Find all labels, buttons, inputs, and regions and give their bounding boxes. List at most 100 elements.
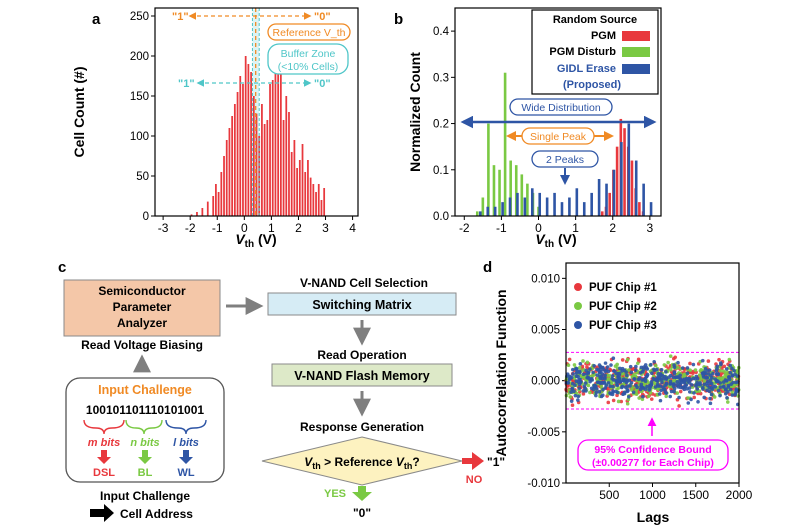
b-bar-gidl — [575, 188, 579, 216]
d-point-chip3 — [582, 384, 587, 389]
d-bound-label: 95% Confidence Bound — [594, 444, 711, 456]
d-point-chip3 — [735, 374, 740, 378]
a-bar — [242, 84, 244, 216]
d-point-chip3 — [569, 399, 574, 403]
a-bar — [236, 92, 239, 216]
b-bar-gidl — [649, 202, 653, 216]
flash-memory-box — [271, 363, 453, 387]
d-point-chip3 — [711, 384, 715, 388]
read-operation-label: Read Operation — [317, 348, 406, 362]
d-point-chip3 — [648, 384, 653, 388]
a-buffer-label: Buffer Zone — [281, 48, 336, 60]
decision-label: Vth > Reference Vth? — [304, 455, 419, 471]
analyzer-line2: Parameter — [113, 300, 172, 314]
d-point-chip3 — [695, 387, 700, 391]
d-point-chip3 — [663, 387, 667, 392]
b-bar-gidl — [516, 192, 519, 216]
d-point-chip3 — [645, 384, 649, 389]
a-bar — [285, 96, 288, 216]
b-bar-pgm_disturb — [526, 183, 529, 216]
d-point-chip3 — [718, 381, 723, 385]
d-point-chip3 — [714, 379, 719, 384]
d-point-chip3 — [694, 374, 699, 379]
analyzer-line3: Analyzer — [117, 316, 167, 330]
a-bar — [282, 120, 285, 216]
d-point-chip1 — [717, 357, 721, 362]
d-point-chip2 — [585, 360, 590, 365]
d-point-chip3 — [728, 363, 733, 368]
d-point-chip3 — [696, 399, 700, 404]
d-point-chip3 — [589, 386, 594, 391]
b-xtick-label: 3 — [647, 221, 654, 235]
d-point-chip3 — [728, 387, 733, 392]
d-point-chip3 — [569, 390, 573, 394]
d-point-chip1 — [727, 392, 732, 397]
d-point-chip3 — [603, 376, 607, 381]
d-point-chip3 — [625, 373, 629, 378]
b-bar-pgm — [600, 211, 604, 216]
b-legend: Random Source PGM PGM Disturb GIDL Erase… — [531, 9, 659, 95]
d-xtick-label: 500 — [599, 488, 619, 502]
a-bar — [215, 184, 217, 216]
d-point-chip2 — [735, 369, 739, 373]
d-point-chip3 — [574, 379, 579, 384]
a-bar — [296, 168, 298, 216]
d-point-chip3 — [727, 374, 731, 379]
a-buffer-detail: (<10% Cells) — [278, 61, 338, 73]
d-point-chip3 — [647, 388, 652, 392]
d-point-chip3 — [705, 383, 710, 388]
d-point-chip2 — [664, 394, 669, 399]
d-point-chip3 — [621, 392, 625, 397]
d-point-chip3 — [709, 381, 714, 386]
d-point-chip3 — [618, 380, 623, 384]
b-single-badge — [521, 127, 595, 145]
n-bits-brace — [125, 419, 163, 435]
d-point-chip2 — [636, 361, 640, 366]
d-point-chip3 — [716, 388, 721, 393]
d-point-chip3 — [658, 376, 662, 381]
d-point-chip3 — [573, 383, 577, 388]
a-bar — [244, 56, 247, 216]
d-point-chip3 — [625, 387, 629, 392]
a-label-top-0: "0" — [314, 11, 331, 23]
d-point-chip3 — [611, 389, 615, 393]
d-point-chip3 — [708, 396, 712, 401]
d-point-chip3 — [638, 370, 643, 375]
d-point-chip2 — [693, 368, 698, 372]
a-bar — [261, 104, 263, 216]
b-bar-pgm_disturb — [487, 123, 490, 216]
d-point-chip1 — [649, 397, 654, 401]
d-point-chip3 — [622, 368, 627, 372]
d-point-chip2 — [568, 395, 573, 399]
d-point-chip2 — [637, 396, 641, 400]
m-bits-brace — [83, 419, 125, 435]
panel-label-a: a — [92, 11, 101, 28]
a-label-top-1: "1" — [172, 11, 189, 23]
d-point-chip3 — [672, 371, 677, 376]
b-legend-gidl: GIDL Erase — [557, 63, 616, 75]
a-bar — [201, 208, 204, 216]
d-point-chip3 — [577, 370, 582, 375]
d-point-chip3 — [641, 394, 645, 399]
d-point-chip3 — [675, 380, 680, 384]
d-point-chip3 — [672, 363, 676, 367]
a-bar — [217, 192, 220, 216]
a-bar — [274, 60, 277, 216]
d-point-chip3 — [570, 367, 575, 372]
a-bar — [307, 160, 309, 216]
d-point-chip3 — [634, 364, 638, 369]
a-xtick-label: -3 — [158, 221, 169, 235]
d-legend-marker-1 — [574, 283, 582, 291]
a-bar — [301, 144, 304, 216]
d-point-chip2 — [720, 376, 724, 381]
a-xlabel: Vth (V) — [235, 231, 276, 250]
response-generation-label: Response Generation — [300, 420, 424, 434]
wl-label: WL — [177, 467, 194, 479]
d-point-chip3 — [584, 372, 589, 376]
d-point-chip2 — [702, 379, 707, 383]
b-xlabel: Vth (V) — [535, 231, 576, 250]
d-point-chip3 — [594, 390, 599, 395]
d-point-chip3 — [724, 367, 729, 371]
panel-c-flowchart: c Semiconductor Parameter Analyzer Read … — [58, 259, 505, 522]
dsl-down-arrow-icon — [97, 450, 111, 464]
